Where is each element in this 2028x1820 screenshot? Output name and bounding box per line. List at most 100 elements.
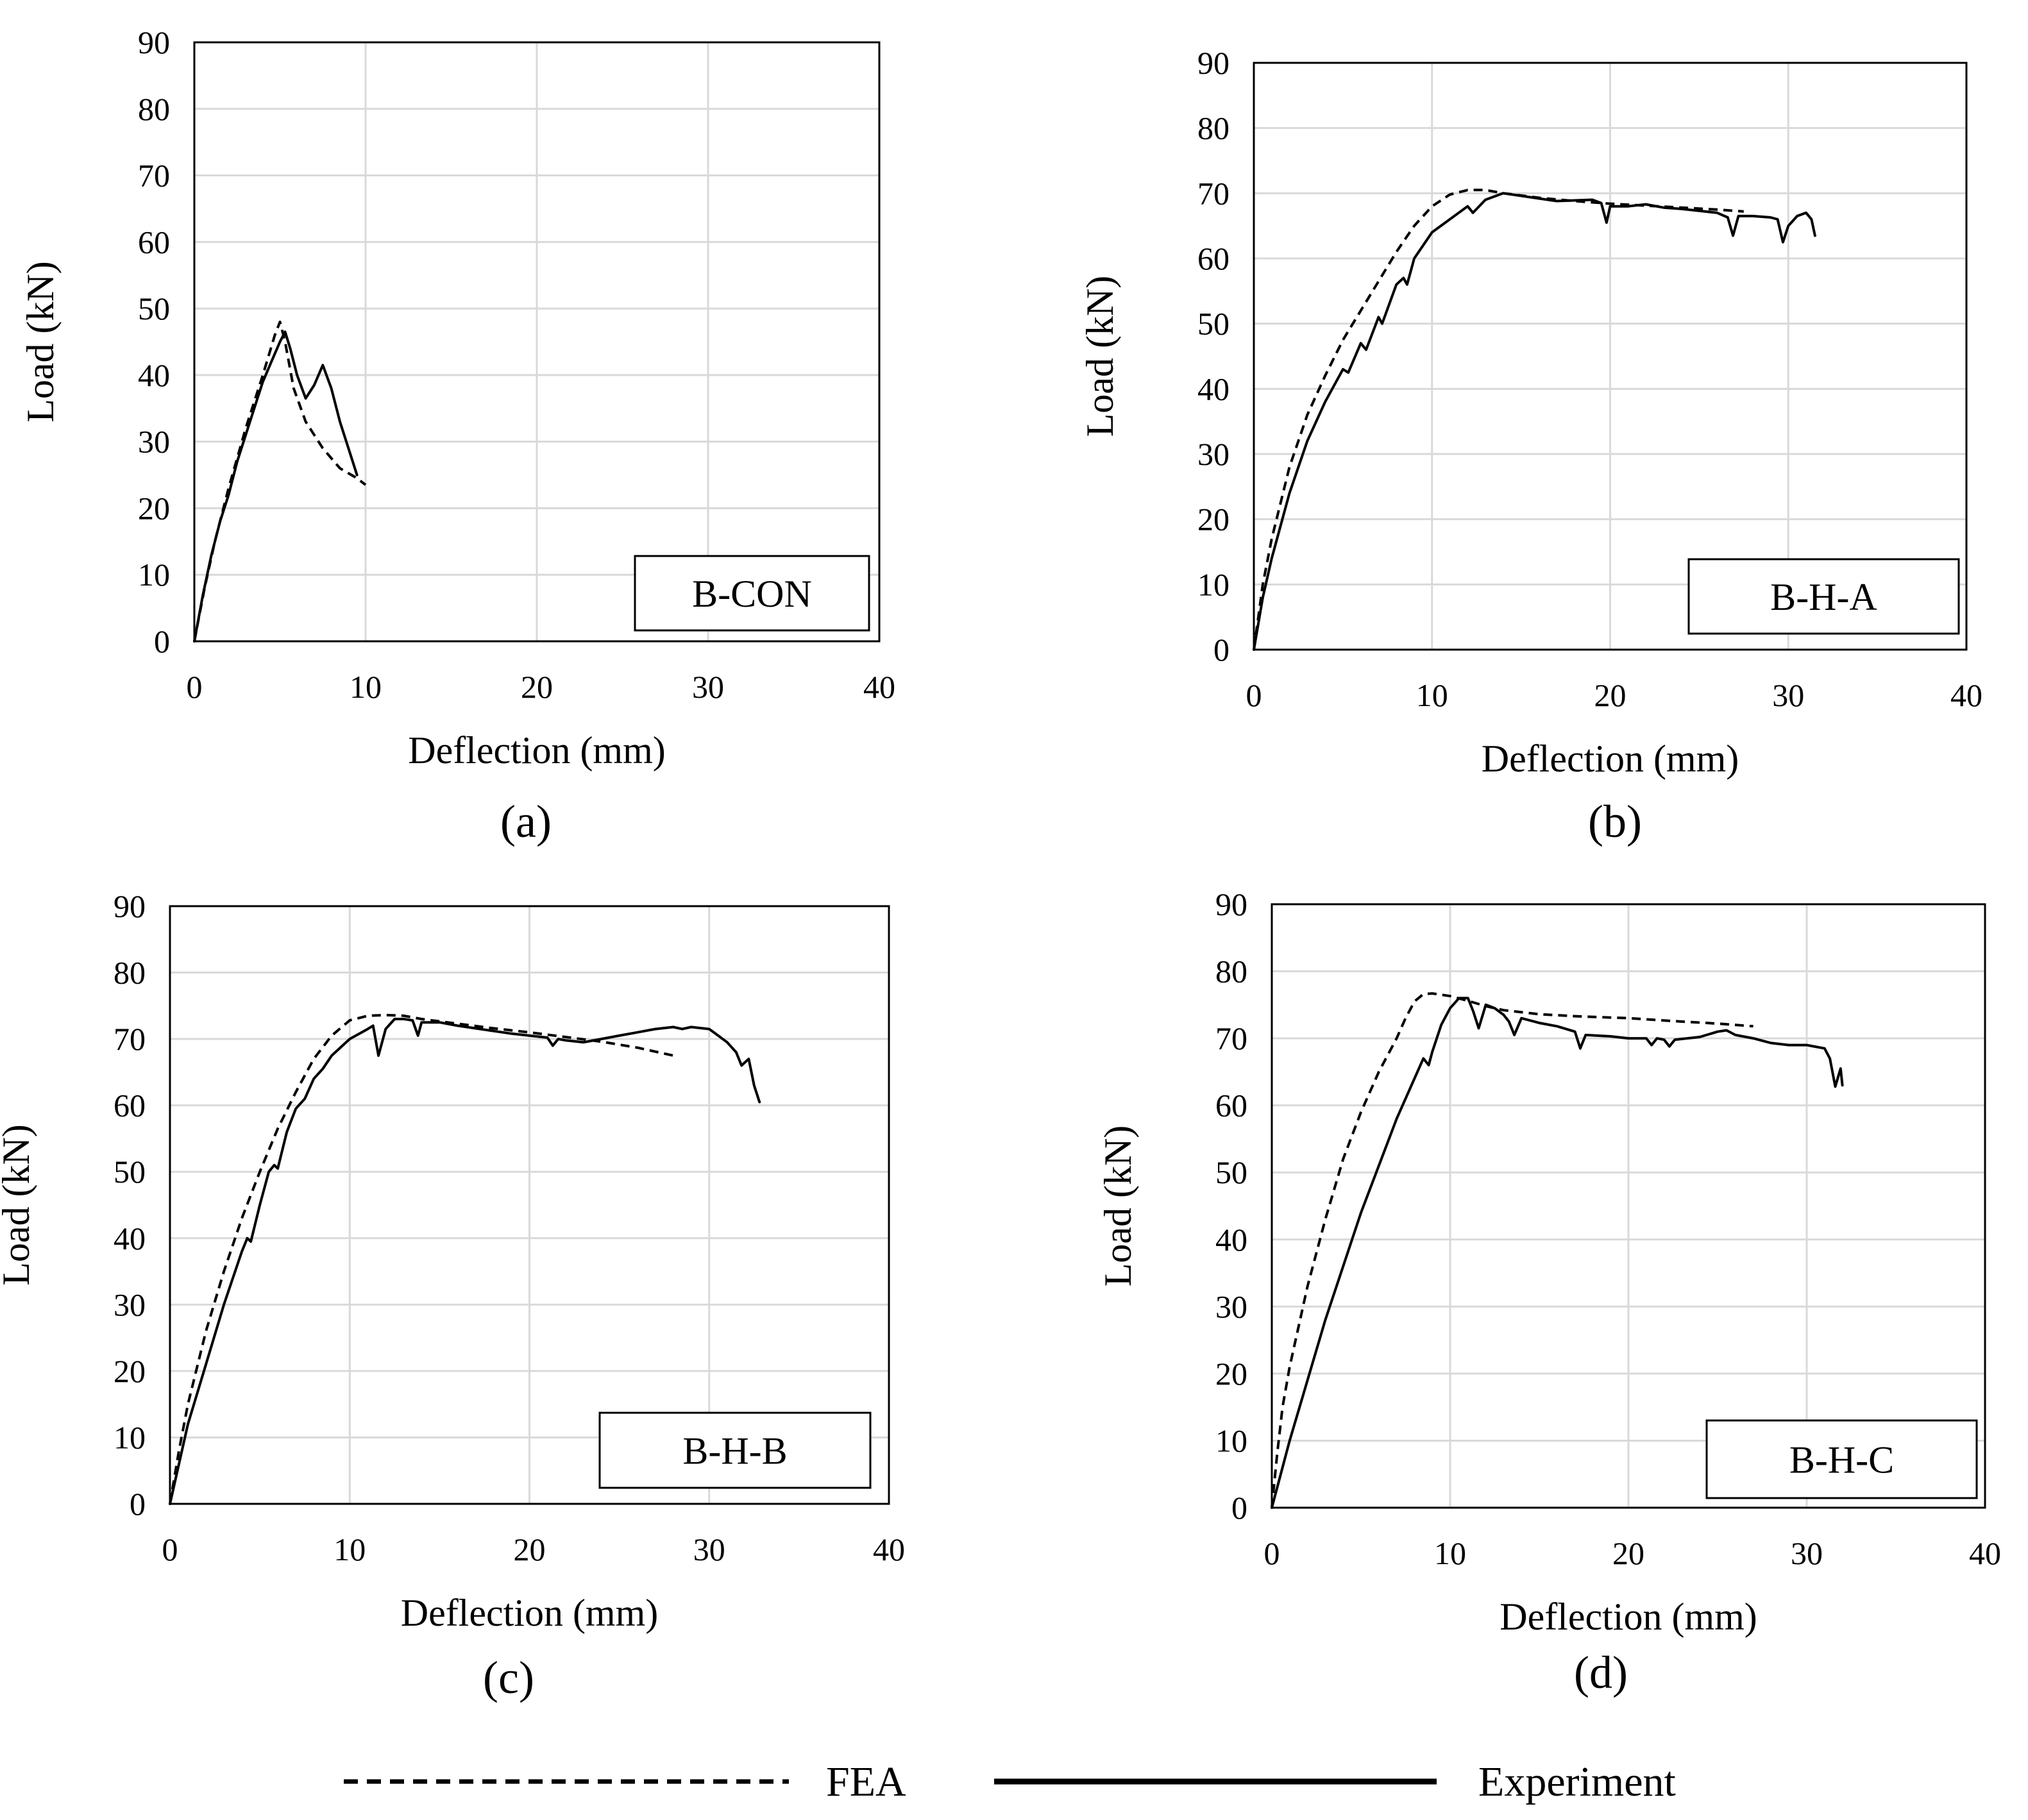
y-tick-label: 60 [114,1088,146,1124]
y-tick-label: 30 [1197,436,1229,472]
x-tick-label: 0 [187,669,203,705]
panel-caption: (d) [1574,1647,1628,1698]
specimen-tag-box [634,555,870,632]
y-tick-label: 0 [1213,632,1229,668]
y-tick-label: 80 [1197,110,1229,146]
x-tick-label: 10 [334,1531,366,1567]
x-tick-label: 30 [1791,1535,1823,1571]
x-tick-label: 0 [162,1531,178,1567]
chart-panel-2: 0 10 20 30 40 50 60 70 80 90 0 10 20 30 40 Deflection (… [1079,45,1982,847]
y-tick-label: 0 [130,1486,146,1522]
y-tick-label: 20 [1197,501,1229,537]
x-tick-label: 20 [514,1531,546,1567]
experiment-series-line [169,1018,761,1505]
plot-area [1253,62,1968,651]
fea-series-line [1271,992,1753,1508]
x-tick-label: 20 [521,669,553,705]
y-axis-label: Load (kN) [0,1124,37,1286]
x-tick-label: 10 [1434,1535,1466,1571]
specimen-tag-label: B-H-C [1789,1439,1894,1481]
chart-panel-4: 0 10 20 30 40 50 60 70 80 90 0 10 20 30 40 Deflection (… [1097,886,2001,1698]
y-tick-label: 70 [114,1021,146,1057]
specimen-tag-box [598,1411,872,1489]
panel-caption: (a) [500,796,552,847]
y-tick-label: 20 [114,1353,146,1389]
y-tick-label: 80 [114,955,146,991]
chart-panels: 0 10 20 30 40 50 60 70 80 90 0 10 20 30 40 Deflection (… [0,24,2001,1703]
fea-series-line [1253,189,1744,650]
y-axis-label: Load (kN) [19,261,62,423]
fea-series-line [169,1013,674,1504]
x-tick-label: 40 [863,669,895,705]
y-tick-label: 0 [154,623,170,659]
y-tick-label: 50 [138,291,170,326]
x-axis-label: Deflection (mm) [408,729,666,771]
y-tick-label: 60 [138,224,170,260]
y-tick-label: 40 [1197,371,1229,407]
x-tick-label: 0 [1246,677,1262,713]
legend-experiment-label: Experiment [1478,1758,1676,1805]
x-axis-label: Deflection (mm) [1500,1596,1757,1638]
y-tick-label: 80 [1215,954,1247,990]
y-tick-label: 30 [1215,1288,1247,1324]
y-tick-label: 20 [138,490,170,526]
y-tick-label: 90 [114,888,146,924]
plot-area [193,41,881,643]
y-tick-label: 20 [1215,1356,1247,1392]
y-tick-label: 60 [1197,240,1229,276]
plot-area [169,905,890,1505]
x-tick-label: 20 [1594,677,1627,713]
x-tick-label: 30 [1772,677,1804,713]
specimen-tag-box [1705,1419,1978,1499]
x-tick-label: 40 [873,1531,905,1567]
plot-area [1271,903,1986,1509]
y-axis-label: Load (kN) [1079,276,1121,437]
y-tick-label: 10 [138,557,170,593]
x-tick-label: 30 [693,1531,725,1567]
y-tick-label: 60 [1215,1088,1247,1124]
legend-fea-label: FEA [826,1758,906,1805]
y-tick-label: 40 [114,1220,146,1256]
specimen-tag-label: B-CON [692,573,812,615]
experiment-series-line [193,330,359,643]
x-axis-label: Deflection (mm) [401,1592,659,1634]
x-tick-label: 30 [692,669,724,705]
specimen-tag-label: B-H-B [682,1430,787,1472]
specimen-tag-label: B-H-A [1770,576,1877,618]
experiment-series-line [1271,997,1844,1509]
y-tick-label: 50 [1215,1154,1247,1190]
experiment-series-line [1253,192,1816,651]
y-tick-label: 40 [138,357,170,393]
y-tick-label: 50 [1197,306,1229,342]
y-tick-label: 90 [1215,886,1247,922]
y-tick-label: 90 [1197,45,1229,81]
y-tick-label: 30 [114,1286,146,1322]
x-axis-label: Deflection (mm) [1482,737,1739,780]
y-tick-label: 30 [138,424,170,460]
fea-series-line [193,320,367,642]
panel-caption: (b) [1588,796,1642,847]
specimen-tag-box [1687,558,1960,635]
y-tick-label: 80 [138,91,170,127]
y-tick-label: 50 [114,1154,146,1190]
chart-panel-3: 0 10 20 30 40 50 60 70 80 90 0 10 20 30 40 Deflection (… [0,888,905,1703]
y-tick-label: 10 [1197,566,1229,602]
x-tick-label: 40 [1950,677,1982,713]
x-tick-label: 40 [1969,1535,2001,1571]
y-tick-label: 70 [1215,1020,1247,1056]
x-tick-label: 0 [1264,1535,1280,1571]
y-tick-label: 90 [138,24,170,60]
y-axis-label: Load (kN) [1097,1125,1139,1287]
y-tick-label: 10 [1215,1422,1247,1458]
y-tick-label: 10 [114,1419,146,1455]
x-tick-label: 10 [350,669,382,705]
chart-panel-1: 0 10 20 30 40 50 60 70 80 90 0 10 20 30 40 Deflection (… [19,24,895,847]
y-tick-label: 70 [1197,175,1229,211]
panel-caption: (c) [483,1652,534,1703]
x-tick-label: 20 [1612,1535,1644,1571]
legend: FEA Experiment [344,1758,1676,1805]
y-tick-label: 0 [1231,1490,1247,1526]
y-tick-label: 70 [138,158,170,194]
y-tick-label: 40 [1215,1222,1247,1258]
